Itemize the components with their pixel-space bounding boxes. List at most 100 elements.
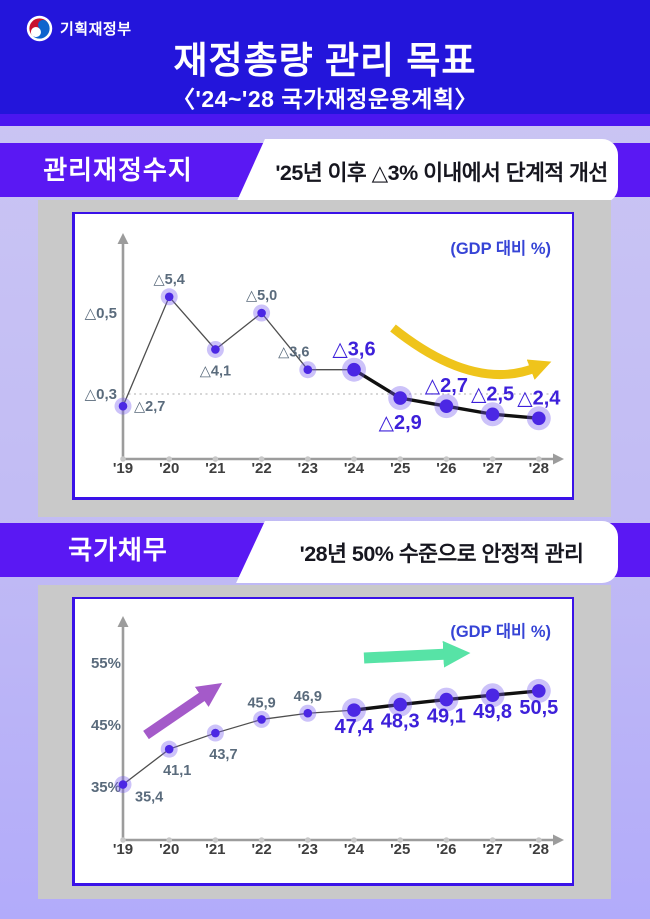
axis-tick — [489, 837, 496, 843]
data-label: 43,7 — [209, 747, 237, 763]
ministry-name: 기획재정부 — [60, 21, 132, 38]
axis-tick — [443, 837, 450, 843]
data-point — [485, 407, 500, 422]
year-label: '21 — [205, 841, 225, 858]
data-point — [211, 345, 220, 354]
year-label: '20 — [159, 841, 179, 858]
headline-text: '28년 50% 수준으로 안정적 관리 — [299, 541, 584, 566]
data-point — [439, 692, 454, 707]
series-line — [122, 709, 355, 786]
series-line — [122, 295, 354, 407]
section-label-national-debt: 국가채무 — [68, 535, 168, 565]
section-label-fiscal-balance: 관리재정수지 — [43, 155, 193, 185]
data-label: △2,7 — [425, 375, 468, 397]
data-label: △5,4 — [154, 272, 185, 288]
y-axis-arrow — [117, 233, 129, 244]
headline-box-national-debt: '28년 50% 수준으로 안정적 관리 — [265, 521, 618, 583]
data-point — [393, 391, 408, 405]
data-label: 47,4 — [335, 716, 375, 738]
data-point — [485, 688, 500, 703]
data-label: △2,9 — [379, 412, 422, 434]
y-axis-label: 55% — [91, 655, 121, 672]
y-axis-label: 35% — [91, 779, 121, 796]
data-point — [303, 708, 313, 718]
year-label: '27 — [482, 841, 502, 858]
axis-tick — [489, 456, 496, 462]
y-axis-label: 45% — [91, 717, 121, 734]
axis-tick — [443, 456, 450, 462]
year-label: '19 — [113, 841, 133, 858]
data-label: 49,1 — [427, 706, 466, 728]
y-axis-label: △0,3 — [85, 386, 117, 403]
year-label: '23 — [298, 841, 318, 858]
data-point — [164, 744, 174, 754]
trend-arrow — [363, 640, 471, 668]
data-point — [303, 365, 313, 374]
data-label: 41,1 — [163, 763, 191, 779]
year-label: '21 — [205, 460, 225, 477]
x-axis-arrow — [553, 834, 564, 846]
data-label: △3,6 — [332, 339, 375, 361]
year-label: '26 — [436, 841, 456, 858]
axis-tick — [212, 456, 219, 462]
axis-tick — [397, 456, 404, 462]
axis-tick — [536, 456, 542, 462]
taegeuk-icon — [26, 15, 53, 42]
data-point — [257, 308, 266, 318]
national-debt-chart: 35% 45% 55% (GDP 대비 %) '19 '20 '21 '22 '23 '24 '25… — [91, 616, 564, 858]
data-point — [439, 399, 454, 413]
data-label: 45,9 — [247, 695, 275, 711]
year-label: '24 — [344, 460, 365, 477]
year-label: '22 — [251, 841, 271, 858]
data-label: △4,1 — [200, 363, 231, 379]
axis-tick — [305, 837, 311, 843]
page-subtitle: 〈'24~'28 국가재정운용계획〉 — [171, 86, 479, 112]
data-point — [532, 411, 546, 426]
government-logo: 기획재정부 — [26, 15, 132, 42]
axis-tick — [351, 456, 357, 462]
year-label: '28 — [529, 841, 549, 858]
axis-tick — [166, 837, 172, 843]
data-label: △5,0 — [246, 288, 277, 304]
chart-card-fiscal-balance: △0,5 △0,3 (GDP 대비 %) '19 '20 '21 '22 '23 '24 '25 '… — [72, 212, 574, 500]
data-point — [532, 684, 546, 698]
data-label: △2,5 — [471, 383, 514, 405]
data-label: △2,4 — [517, 387, 561, 409]
axis-tick — [120, 837, 126, 843]
unit-label: (GDP 대비 %) — [450, 239, 551, 258]
unit-label: (GDP 대비 %) — [450, 622, 551, 641]
header: 기획재정부 재정총량 관리 목표 〈'24~'28 국가재정운용계획〉 — [0, 0, 650, 114]
x-axis-arrow — [553, 453, 564, 465]
y-axis-arrow — [117, 616, 129, 627]
y-axis-label: △0,5 — [85, 305, 117, 322]
axis-tick — [305, 456, 311, 462]
axis-tick — [258, 837, 265, 843]
data-point — [347, 703, 361, 717]
data-point — [118, 401, 128, 411]
trend-arrow — [390, 324, 552, 380]
data-point — [257, 715, 266, 724]
axis-tick — [212, 837, 219, 843]
data-label: 50,5 — [519, 697, 558, 719]
year-label: '23 — [298, 460, 318, 477]
axis-tick — [166, 456, 172, 462]
year-label: '28 — [529, 460, 549, 477]
divider-stripe — [0, 114, 650, 126]
chart-card-national-debt: 35% 45% 55% (GDP 대비 %) '19 '20 '21 '22 '23 '24 '25… — [72, 597, 574, 886]
data-label: △3,6 — [278, 345, 309, 361]
axis-tick — [258, 456, 265, 462]
data-point — [164, 292, 174, 302]
data-point — [347, 362, 361, 377]
data-label: 46,9 — [294, 689, 322, 705]
headline-text: '25년 이후 △3% 이내에서 단계적 개선 — [275, 160, 608, 185]
year-label: '26 — [436, 460, 456, 477]
data-label: △2,7 — [134, 399, 165, 415]
trend-arrow — [143, 682, 223, 740]
fiscal-balance-chart: △0,5 △0,3 (GDP 대비 %) '19 '20 '21 '22 '23 '24 '25 '… — [85, 233, 564, 477]
data-label: 48,3 — [381, 711, 420, 733]
data-point — [118, 780, 128, 789]
year-label: '20 — [159, 460, 179, 477]
axis-tick — [351, 837, 357, 843]
year-label: '24 — [344, 841, 365, 858]
